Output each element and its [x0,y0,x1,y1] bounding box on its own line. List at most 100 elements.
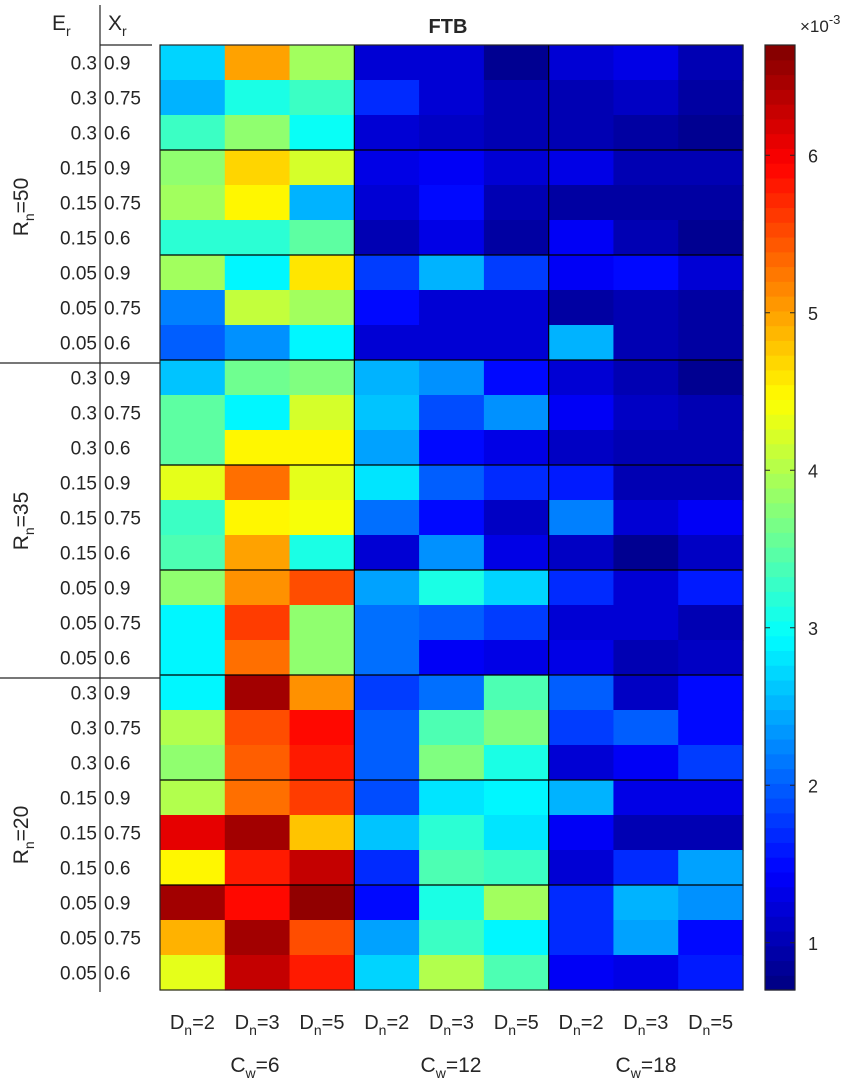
heatmap-cell [678,605,744,641]
column-label: Dn=3 [235,1012,280,1038]
row-group-label-rn20-sub: n [21,841,37,849]
heatmap-cell [160,640,226,676]
heatmap-cell [483,465,550,501]
heatmap-cell [160,780,226,816]
heatmap-cell [160,605,226,641]
row-label-e-r: 0.3 [71,89,97,110]
heatmap-cell [354,570,420,606]
heatmap-cell [483,710,550,746]
heatmap-cell [548,430,615,466]
row-label-x-r: 0.6 [104,544,130,565]
heatmap-cell [548,885,615,921]
heatmap-cell [354,500,420,536]
heatmap-cell [289,535,355,571]
heatmap-cell [678,150,744,186]
row-label-e-r: 0.15 [60,474,97,495]
row-label-x-r: 0.6 [104,229,130,250]
heatmap-cell [224,745,291,781]
heatmap-cell [548,465,615,501]
column-label: Dn=2 [559,1012,604,1038]
colorbar-band [765,620,795,637]
row-label-x-r: 0.75 [104,404,141,425]
heatmap-cell [678,780,744,816]
heatmap-cell [224,885,291,921]
colorbar-band [765,281,795,297]
heatmap-cell [548,570,615,606]
header-e-r-base: E [52,12,66,35]
heatmap-cell [678,885,744,921]
colorbar-band [765,104,795,120]
row-label-x-r: 0.75 [104,299,141,320]
colorbar-band [765,399,795,415]
heatmap-cell [613,710,679,746]
heatmap-cell [419,185,485,221]
heatmap-cell [160,500,226,536]
heatmap-cell [224,955,291,991]
col-group-label-cw12: Cw=12 [421,1054,482,1081]
heatmap-cell [160,115,226,151]
heatmap-cell [224,605,291,641]
colorbar-frame [764,44,796,991]
heatmap-cell [419,395,485,431]
row-label-e-r: 0.05 [60,964,97,985]
heatmap-cell [613,465,679,501]
heatmap-cell [354,815,420,851]
heatmap-cell [289,955,355,991]
heatmap-cell [224,500,291,536]
colorbar-band [765,827,795,843]
header-x-r-base: X [108,12,122,35]
heatmap-cell [613,185,679,221]
heatmap-cell [613,430,679,466]
row-group-label-rn20-base: R [10,849,33,864]
row-label-x-r: 0.9 [104,369,130,390]
heatmap-cell [419,745,485,781]
colorbar-band [765,45,795,61]
heatmap-cell [419,605,485,641]
heatmap-cell [354,535,420,571]
colorbar-band [765,59,795,76]
heatmap-cell [678,745,744,781]
header-e-r-sub: r [66,23,71,39]
row-label-x-r: 0.9 [104,579,130,600]
row-label-e-r: 0.05 [60,334,97,355]
heatmap-cell [224,220,291,256]
row-label-e-r: 0.05 [60,579,97,600]
heatmap-cell [224,185,291,221]
heatmap-cell [483,150,550,186]
colorbar-band [765,163,795,179]
colorbar-band [765,576,795,592]
heatmap-cell [160,885,226,921]
heatmap-cell [548,150,615,186]
row-label-e-r: 0.3 [71,719,97,740]
row-label-x-r: 0.75 [104,509,141,530]
row-label-e-r: 0.15 [60,824,97,845]
heatmap-cell [548,710,615,746]
colorbar-band [765,384,795,400]
colorbar-band [765,665,795,681]
heatmap-cell [354,780,420,816]
row-label-e-r: 0.3 [71,124,97,145]
col-group-label-cw18-value: =18 [641,1054,677,1077]
heatmap-cell [289,150,355,186]
heatmap-cell [289,220,355,256]
row-label-x-r: 0.6 [104,964,130,985]
heatmap-cell [419,290,485,326]
colorbar-band [765,960,795,976]
colorbar-multiplier-exp: -3 [829,12,841,27]
colorbar-tick-label: 3 [808,619,818,639]
heatmap-cell [224,290,291,326]
heatmap-cell [289,45,355,81]
heatmap-cell [419,45,485,81]
heatmap-cell [483,290,550,326]
col-group-label-cw6-value: =6 [256,1054,280,1077]
heatmap-cell [548,255,615,291]
heatmap-cell [419,885,485,921]
heatmap-cell [483,255,550,291]
row-label-e-r: 0.15 [60,544,97,565]
heatmap-cell [483,605,550,641]
row-label-e-r: 0.15 [60,859,97,880]
heatmap-cell [678,360,744,396]
colorbar-band [765,177,795,194]
colorbar-band [765,930,795,947]
heatmap-cell [548,220,615,256]
